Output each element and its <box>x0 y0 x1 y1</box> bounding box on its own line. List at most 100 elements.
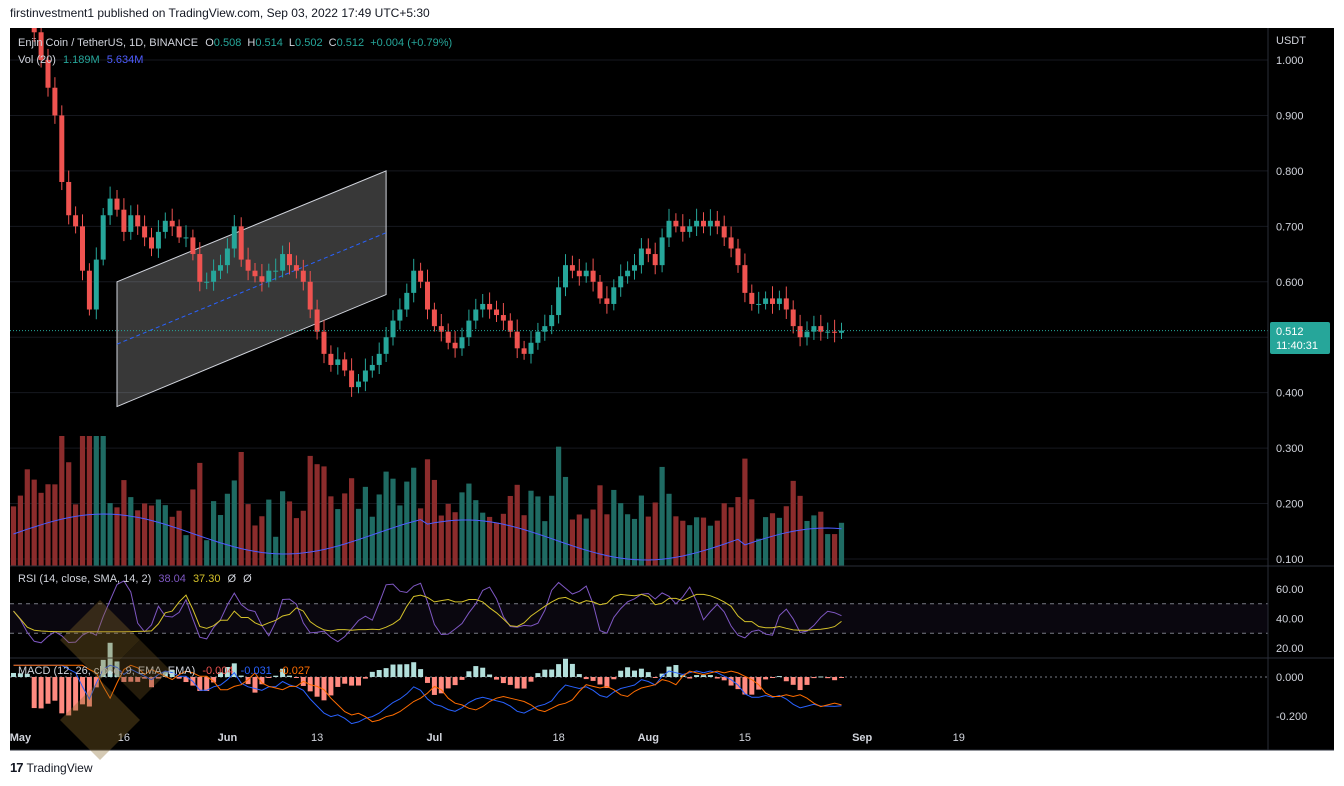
candle-body <box>535 331 541 343</box>
macd-histogram-bar <box>542 669 548 677</box>
candle-body <box>197 254 203 282</box>
close-label: C <box>329 37 337 49</box>
time-tick-label: May <box>10 732 32 744</box>
macd-histogram-bar <box>569 663 575 677</box>
macd-histogram-bar <box>659 673 665 677</box>
macd-histogram-bar <box>259 677 265 685</box>
volume-bar <box>783 506 789 566</box>
volume-bar <box>24 469 30 566</box>
volume-bar <box>66 462 72 566</box>
volume-bar <box>169 516 175 566</box>
macd-histogram-bar <box>494 677 499 680</box>
macd-histogram-bar <box>418 669 424 677</box>
macd-histogram-bar <box>749 677 755 695</box>
volume-bar <box>335 509 341 566</box>
volume-bar <box>445 503 451 566</box>
candle-body <box>245 259 251 271</box>
axis-layer: 1.0000.9000.8000.7000.6000.5000.4000.300… <box>10 28 1334 751</box>
volume-bar <box>17 495 23 566</box>
macd-histogram-bar <box>204 677 210 692</box>
candle-body <box>31 28 37 33</box>
macd-histogram-bar <box>31 677 37 709</box>
volume-bar <box>631 518 638 566</box>
macd-signal-line <box>13 664 842 723</box>
volume-bar <box>618 503 624 566</box>
rsi-label: RSI (14, close, SMA, 14, 2) <box>18 573 151 585</box>
candle-body <box>473 309 479 321</box>
candle-body <box>86 270 92 310</box>
price-tick-label: 0.700 <box>1276 221 1304 233</box>
volume-bar <box>217 515 224 566</box>
candle-body <box>73 215 79 227</box>
volume-bar <box>576 514 582 566</box>
candle-body <box>783 298 789 310</box>
candle-body <box>356 381 361 388</box>
high-label: H <box>247 37 255 49</box>
volume-bar <box>86 436 92 566</box>
macd-histogram-bar <box>728 677 734 686</box>
volume-bar <box>659 466 665 566</box>
macd-histogram-bar <box>549 669 555 677</box>
volume-bar <box>473 500 479 566</box>
volume-bar <box>811 515 817 566</box>
candle-body <box>687 226 693 232</box>
change-value: +0.004 (+0.79%) <box>370 37 452 49</box>
candle-body <box>445 331 451 343</box>
macd-histogram-bar <box>342 677 348 684</box>
candles-layer[interactable] <box>10 0 1268 397</box>
price-tick-label: 0.800 <box>1276 166 1304 178</box>
volume-bar <box>38 492 44 566</box>
candle-body <box>425 281 430 310</box>
volume-bar <box>114 507 120 566</box>
volume-bar <box>556 446 562 566</box>
macd-legend: MACD (12, 26, close, 9, EMA, EMA) -0.004… <box>18 665 310 677</box>
macd-histogram-bar <box>356 677 361 686</box>
macd-histogram-bar <box>135 677 141 682</box>
candle-body <box>459 337 465 349</box>
macd-histogram-bar <box>390 664 396 677</box>
macd-histogram-bar <box>231 663 237 677</box>
candle-body <box>121 209 127 232</box>
volume-bar <box>466 483 472 566</box>
volume-bar <box>390 478 396 566</box>
price-tick-label: 0.100 <box>1276 554 1304 566</box>
volume-bar <box>507 495 513 566</box>
macd-label: MACD (12, 26, close, 9, EMA, EMA) <box>18 665 195 677</box>
macd-histogram-bar <box>224 667 230 677</box>
candle-body <box>300 270 306 282</box>
macd-histogram-bar <box>459 677 465 680</box>
macd-histogram-bar <box>445 677 451 689</box>
candle-body <box>280 254 286 271</box>
candle-body <box>790 309 796 327</box>
volume-bar <box>321 466 327 566</box>
regression-channel[interactable] <box>116 170 387 408</box>
volume-bar <box>418 508 424 566</box>
candle-body <box>52 87 58 116</box>
macd-histogram-bar <box>514 677 520 689</box>
volume-bar <box>31 479 37 566</box>
candle-body <box>335 359 341 365</box>
macd-pane[interactable] <box>10 642 1268 725</box>
rsi-band <box>10 603 1268 634</box>
volume-value: 1.189M <box>63 54 100 66</box>
macd-histogram-bar <box>183 677 189 683</box>
volume-bar <box>528 490 534 566</box>
volume-bar <box>10 506 17 566</box>
macd-histogram-bar <box>252 677 258 693</box>
candle-body <box>514 331 520 349</box>
macd-histogram-bar <box>832 677 838 681</box>
candle-body <box>218 265 223 271</box>
last-price-value: 0.512 <box>1276 326 1304 338</box>
volume-bar <box>100 436 106 566</box>
volume-bar <box>411 467 417 566</box>
volume-bar <box>749 499 755 566</box>
candle-body <box>825 331 831 333</box>
macd-histogram-bar <box>825 677 831 679</box>
candle-body <box>569 265 575 271</box>
macd-histogram-bar <box>521 677 527 689</box>
rsi-pane[interactable] <box>10 580 1268 644</box>
macd-histogram-bar <box>652 677 658 678</box>
last-price-tag[interactable]: 0.512 11:40:31 <box>1270 322 1330 354</box>
footer-brand[interactable]: 17 TradingView <box>10 760 93 775</box>
